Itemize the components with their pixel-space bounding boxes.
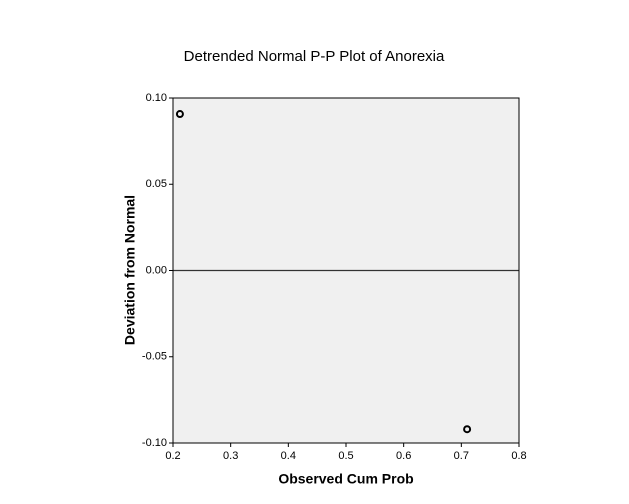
y-tick-label: -0.05	[142, 351, 167, 363]
y-axis-title: Deviation from Normal	[122, 195, 138, 345]
y-tick-label: 0.00	[146, 264, 167, 276]
x-tick-label: 0.8	[511, 450, 526, 462]
x-tick-label: 0.6	[396, 450, 411, 462]
y-tick-label: 0.10	[146, 92, 167, 104]
x-tick-label: 0.7	[454, 450, 469, 462]
point	[463, 425, 472, 434]
y-tick-label: 0.05	[146, 178, 167, 190]
x-axis-title: Observed Cum Prob	[278, 471, 413, 487]
x-tick-label: 0.4	[281, 450, 296, 462]
plot-border	[172, 97, 520, 444]
x-tick-label: 0.2	[165, 450, 180, 462]
y-tick-label: -0.10	[142, 437, 167, 449]
x-tick-label: 0.3	[223, 450, 238, 462]
x-tick-label: 0.5	[338, 450, 353, 462]
point	[175, 110, 184, 119]
chart-title: Detrended Normal P-P Plot of Anorexia	[184, 48, 445, 65]
